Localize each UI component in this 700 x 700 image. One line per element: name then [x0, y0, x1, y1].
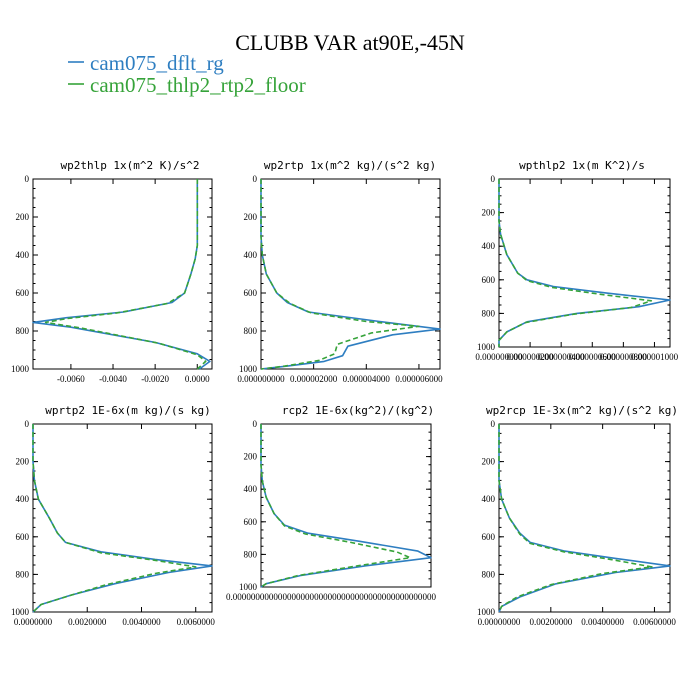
x-tick-label: 0.00400000 — [581, 617, 624, 627]
plot-frame — [32, 423, 213, 613]
series-line-2 — [44, 179, 207, 370]
plot-frame — [32, 178, 213, 370]
y-tick-label: 200 — [244, 452, 258, 462]
x-tick-label: 0.00000000 — [478, 617, 521, 627]
panel-title: wp2rcp 1E-3x(m^2 kg)/(s^2 kg) — [486, 404, 678, 417]
x-tick-label: 0.0000000 — [14, 617, 53, 627]
y-tick-label: 0 — [25, 419, 30, 429]
panel-title: rcp2 1E-6x(kg^2)/(kg^2) — [282, 404, 434, 417]
x-tick-label: -0.0040 — [99, 374, 127, 384]
series-line-1 — [498, 424, 671, 613]
y-tick-label: 0 — [491, 174, 496, 184]
x-tick-label: 0.0000 — [185, 374, 210, 384]
y-tick-label: 200 — [482, 208, 496, 218]
y-tick-label: 1000 — [239, 582, 258, 592]
legend-label-series-2: cam075_thlp2_rtp2_floor — [90, 73, 306, 97]
y-tick-label: 400 — [482, 494, 496, 504]
series-line-1 — [498, 179, 671, 347]
y-tick-label: 200 — [244, 212, 258, 222]
series-line-2 — [260, 424, 411, 588]
y-tick-label: 800 — [482, 308, 496, 318]
y-tick-label: 1000 — [11, 364, 30, 374]
series-line-2 — [498, 179, 653, 347]
series-line-2 — [32, 424, 197, 613]
panel-4: wprtp2 1E-6x(m kg)/(s kg) 0 200 400 600 800 10… — [11, 404, 215, 627]
y-tick-label: 800 — [16, 326, 30, 336]
plot-frame — [498, 178, 671, 348]
y-tick-label: 600 — [16, 532, 30, 542]
series-line-2 — [260, 179, 420, 370]
series-line-1 — [260, 424, 432, 588]
y-tick-label: 400 — [244, 250, 258, 260]
x-tick-label: 0.000001000 — [631, 352, 679, 362]
y-tick-label: 800 — [244, 326, 258, 336]
y-tick-label: 200 — [16, 212, 30, 222]
y-tick-label: 0 — [25, 174, 30, 184]
y-tick-label: 400 — [482, 241, 496, 251]
y-tick-label: 600 — [16, 288, 30, 298]
series-line-1 — [32, 179, 211, 370]
chart-panels: wp2thlp 1x(m^2 K)/s^2 0 200 400 600 800 1000 -0… — [11, 159, 679, 627]
x-tick-label: 0.0020000 — [68, 617, 107, 627]
y-tick-label: 1000 — [11, 607, 30, 617]
x-tick-label: 0.0040000 — [122, 617, 161, 627]
legend-label-series-1: cam075_dflt_rg — [90, 51, 224, 75]
y-tick-label: 600 — [244, 517, 258, 527]
panel-title: wprtp2 1E-6x(m kg)/(s kg) — [45, 404, 211, 417]
series-line-1 — [260, 179, 441, 370]
x-tick-label: 0.00200000 — [529, 617, 572, 627]
y-tick-label: 0 — [253, 419, 258, 429]
x-tick-label: 0.00600000 — [633, 617, 676, 627]
x-tick-label: 0.000002000 — [290, 374, 338, 384]
y-tick-label: 1000 — [239, 364, 258, 374]
x-tick-label: 0.000000400 — [538, 352, 586, 362]
series-line-1 — [32, 424, 213, 613]
x-tick-label: 0.00000000000000000000000000000000000000… — [226, 592, 437, 602]
panel-1: wp2thlp 1x(m^2 K)/s^2 0 200 400 600 800 1000 -0… — [11, 159, 213, 384]
x-tick-label: -0.0020 — [141, 374, 169, 384]
y-tick-label: 800 — [482, 569, 496, 579]
panel-title: wpthlp2 1x(m K^2)/s — [519, 159, 645, 172]
y-tick-label: 600 — [482, 275, 496, 285]
panel-2: wp2rtp 1x(m^2 kg)/(s^2 kg) 0 200 400 600 800 1… — [237, 159, 443, 384]
x-tick-label: 0.000000000 — [237, 374, 285, 384]
y-tick-label: 0 — [253, 174, 258, 184]
y-tick-label: 200 — [482, 457, 496, 467]
x-tick-label: 0.000000000 — [475, 352, 523, 362]
panel-3: wpthlp2 1x(m K^2)/s020040060080010000.00… — [475, 159, 678, 362]
figure-legend: cam075_dflt_rg cam075_thlp2_rtp2_floor — [68, 51, 306, 97]
y-tick-label: 600 — [244, 288, 258, 298]
plot-frame — [498, 423, 671, 613]
y-tick-label: 200 — [16, 457, 30, 467]
plot-frame — [260, 178, 441, 370]
y-tick-label: 1000 — [477, 607, 496, 617]
y-tick-label: 0 — [491, 419, 496, 429]
y-tick-label: 1000 — [477, 342, 496, 352]
y-tick-label: 400 — [244, 484, 258, 494]
panel-6: wp2rcp 1E-3x(m^2 kg)/(s^2 kg) 0 200 400 600 8… — [477, 404, 678, 627]
panel-5: rcp2 1E-6x(kg^2)/(kg^2) 0 200 400 600 800 1000… — [226, 404, 437, 602]
x-tick-label: 0.000006000 — [395, 374, 443, 384]
x-tick-label: 0.000004000 — [343, 374, 391, 384]
y-tick-label: 400 — [16, 250, 30, 260]
plot-frame — [260, 423, 432, 588]
x-tick-label: -0.0060 — [57, 374, 85, 384]
x-tick-label: 0.000000800 — [600, 352, 648, 362]
panel-title: wp2thlp 1x(m^2 K)/s^2 — [60, 159, 199, 172]
y-tick-label: 800 — [244, 549, 258, 559]
y-tick-label: 800 — [16, 569, 30, 579]
figure-title: CLUBB VAR at90E,-45N — [235, 30, 465, 55]
x-tick-label: 0.0060000 — [177, 617, 216, 627]
x-tick-label: 0.000000200 — [506, 352, 554, 362]
y-tick-label: 600 — [482, 532, 496, 542]
panel-title: wp2rtp 1x(m^2 kg)/(s^2 kg) — [264, 159, 436, 172]
y-tick-label: 400 — [16, 494, 30, 504]
x-tick-label: 0.000000600 — [569, 352, 617, 362]
series-line-2 — [498, 424, 653, 613]
